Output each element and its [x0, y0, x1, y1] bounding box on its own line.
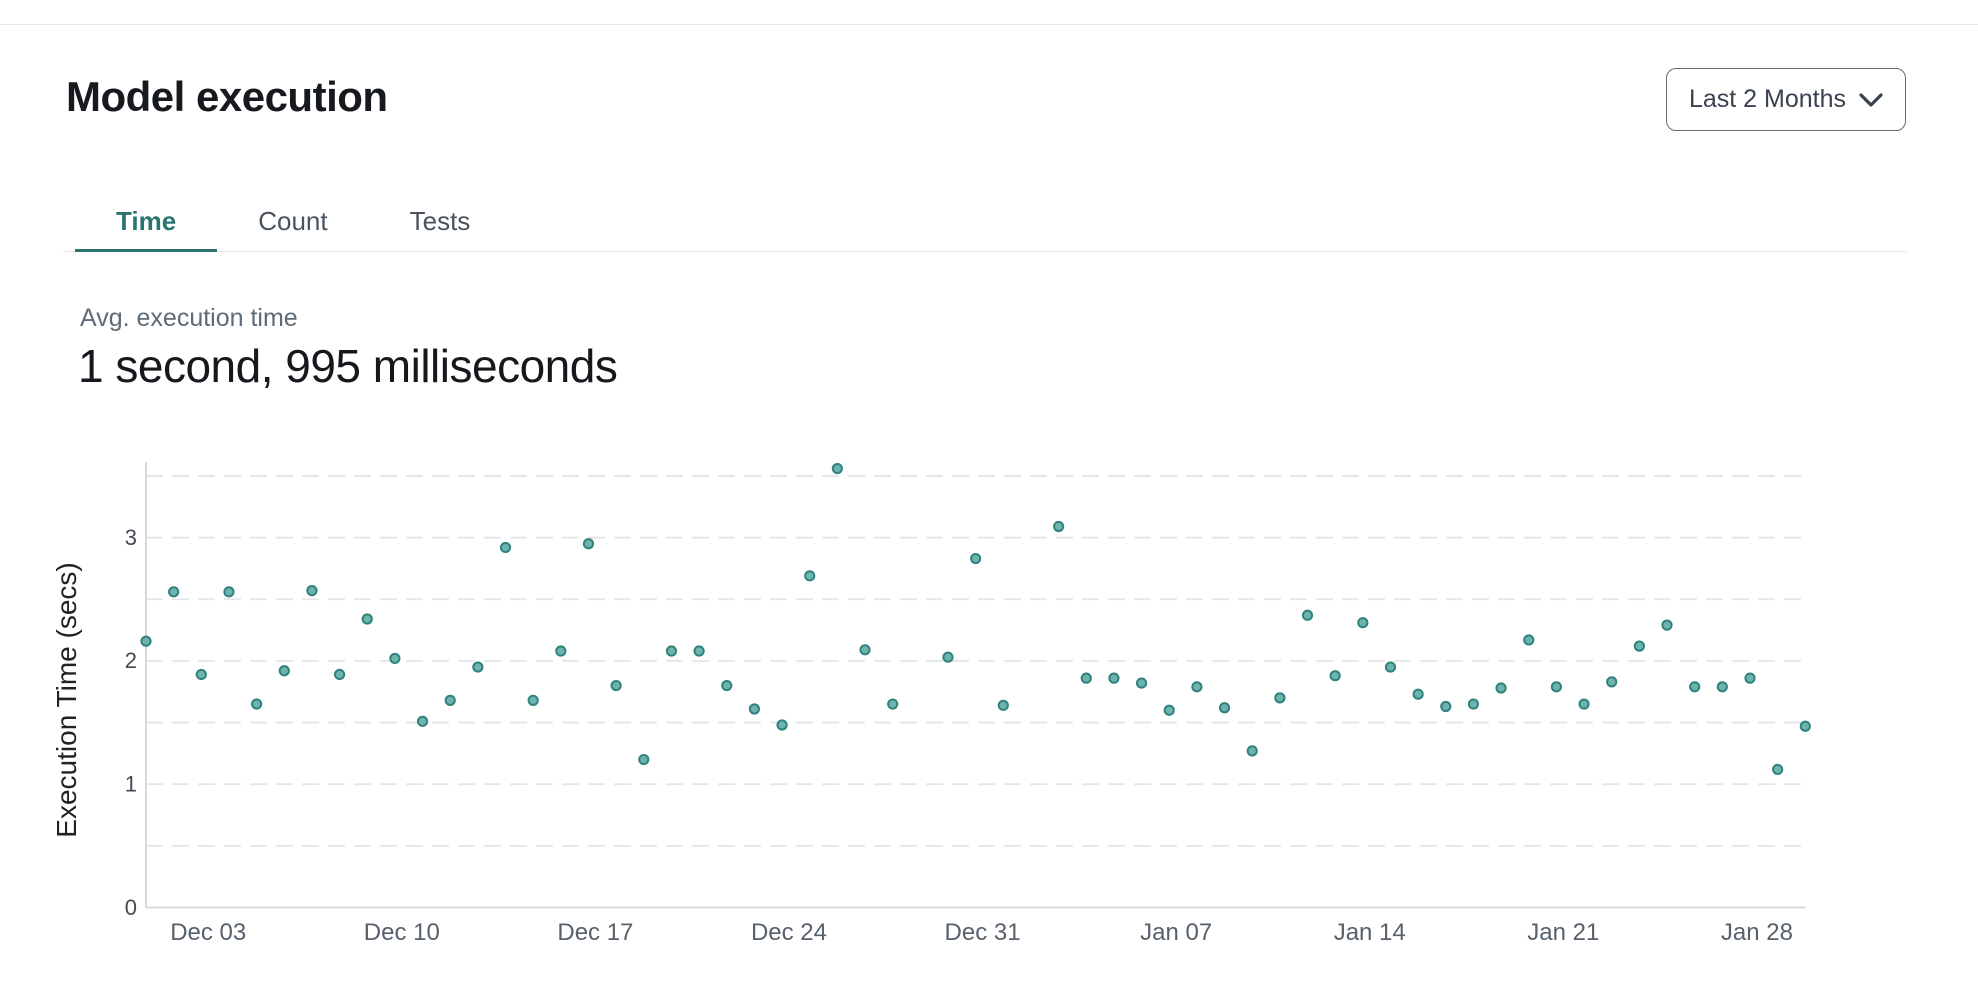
data-point[interactable] [223, 586, 235, 598]
data-point[interactable] [389, 652, 401, 665]
data-point[interactable] [1523, 634, 1535, 646]
data-point[interactable] [638, 753, 650, 766]
data-point[interactable] [1440, 700, 1452, 713]
y-tick-label: 1 [125, 771, 137, 796]
data-point[interactable] [997, 699, 1009, 711]
tab-tests[interactable]: Tests [409, 206, 471, 236]
execution-time-scatter-chart: 0 1 2 3 Dec 03 Dec 10 Dec 17 Dec 24 Dec 31 Jan 07… [51, 462, 1811, 946]
data-point[interactable] [1080, 672, 1092, 684]
avg-execution-time-value: 1 second, 995 milliseconds [78, 340, 618, 392]
data-point[interactable] [1633, 640, 1645, 652]
data-point[interactable] [1772, 763, 1784, 776]
data-point[interactable] [140, 635, 152, 647]
data-point[interactable] [1301, 609, 1314, 621]
data-point[interactable] [499, 541, 512, 554]
data-point[interactable] [1799, 720, 1811, 732]
data-point[interactable] [1412, 688, 1424, 700]
time-range-dropdown[interactable]: Last 2 Months [1666, 68, 1906, 131]
data-point[interactable] [1495, 682, 1507, 694]
data-point[interactable] [1606, 676, 1618, 688]
data-point[interactable] [887, 698, 899, 710]
y-axis-title: Execution Time (secs) [51, 562, 82, 837]
data-point[interactable] [610, 679, 622, 692]
time-range-label: Last 2 Months [1688, 85, 1847, 113]
data-point[interactable] [1191, 681, 1203, 693]
tab-count[interactable]: Count [258, 206, 328, 236]
x-tick-label: Jan 14 [1334, 919, 1406, 946]
data-point[interactable] [1357, 617, 1369, 629]
data-point[interactable] [1218, 702, 1231, 714]
data-point[interactable] [444, 694, 456, 706]
data-point[interactable] [306, 585, 318, 597]
data-point[interactable] [1053, 520, 1065, 533]
data-point[interactable] [1246, 745, 1258, 757]
data-point[interactable] [804, 570, 816, 582]
page-title: Model execution [66, 73, 388, 120]
data-point[interactable] [361, 613, 373, 625]
data-point[interactable] [251, 698, 263, 710]
top-divider [0, 24, 1978, 25]
data-point[interactable] [195, 668, 207, 681]
data-point[interactable] [1384, 661, 1397, 673]
data-point[interactable] [555, 645, 567, 657]
data-point[interactable] [776, 719, 788, 731]
data-point[interactable] [472, 661, 484, 673]
data-point[interactable] [1329, 670, 1341, 682]
tab-bar-divider [63, 251, 1906, 252]
data-point[interactable] [748, 703, 761, 715]
data-point[interactable] [1744, 672, 1756, 684]
x-tick-label: Dec 10 [364, 919, 440, 946]
data-point[interactable] [859, 644, 871, 656]
tab-time[interactable]: Time [75, 194, 218, 252]
data-point[interactable] [1467, 698, 1480, 710]
data-point[interactable] [665, 645, 678, 657]
x-tick-label: Dec 03 [170, 919, 246, 946]
data-point[interactable] [1661, 619, 1673, 631]
avg-execution-time-label: Avg. execution time [80, 304, 298, 332]
y-tick-label: 0 [125, 895, 137, 920]
x-tick-label: Jan 28 [1721, 919, 1793, 946]
data-point[interactable] [970, 552, 982, 565]
data-point[interactable] [1274, 692, 1286, 704]
tab-bar: Time Count Tests [75, 194, 511, 252]
data-point[interactable] [831, 462, 843, 475]
data-point[interactable] [278, 665, 290, 677]
x-tick-label: Dec 17 [557, 919, 633, 946]
x-tick-label: Jan 07 [1140, 919, 1212, 946]
data-point[interactable] [168, 586, 180, 598]
data-point[interactable] [1108, 672, 1120, 684]
data-point[interactable] [693, 645, 705, 657]
data-point[interactable] [333, 668, 346, 681]
x-tick-label: Dec 24 [751, 919, 827, 946]
data-point[interactable] [1550, 681, 1563, 693]
data-point[interactable] [1716, 681, 1728, 693]
data-point[interactable] [1163, 704, 1175, 716]
data-point[interactable] [582, 538, 595, 550]
data-point[interactable] [721, 679, 733, 692]
data-point[interactable] [1135, 677, 1148, 689]
data-point[interactable] [1578, 698, 1590, 710]
data-point[interactable] [416, 715, 429, 727]
chevron-down-icon [1859, 92, 1883, 107]
data-point[interactable] [942, 651, 954, 663]
y-tick-label: 2 [125, 648, 137, 673]
data-point[interactable] [527, 694, 539, 706]
y-tick-label: 3 [125, 525, 137, 550]
x-tick-label: Dec 31 [945, 919, 1021, 946]
data-point[interactable] [1689, 681, 1701, 693]
x-tick-label: Jan 21 [1527, 919, 1599, 946]
